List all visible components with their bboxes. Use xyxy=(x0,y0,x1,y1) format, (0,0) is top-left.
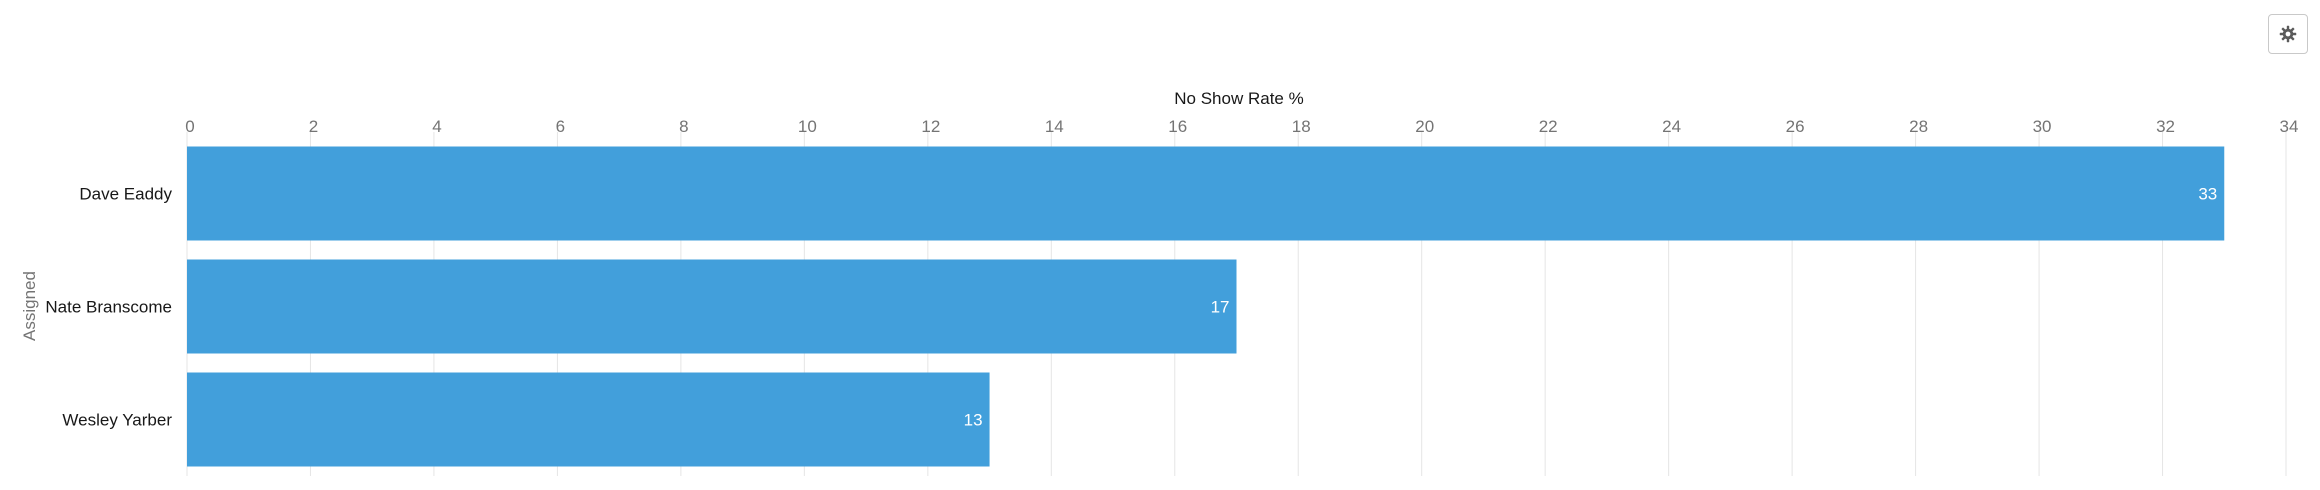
y-category-label: Wesley Yarber xyxy=(62,411,172,430)
data-label: 33 xyxy=(2198,185,2217,204)
settings-button[interactable] xyxy=(2268,14,2308,54)
y-category-label: Nate Branscome xyxy=(45,298,172,317)
x-tick-label: 28 xyxy=(1909,117,1928,136)
x-tick-label: 4 xyxy=(432,117,441,136)
x-axis-title: No Show Rate % xyxy=(1174,89,1303,108)
gear-icon xyxy=(2279,25,2297,43)
x-tick-label: 2 xyxy=(309,117,318,136)
x-tick-label: 32 xyxy=(2156,117,2175,136)
x-tick-label: 24 xyxy=(1662,117,1681,136)
x-tick-label: 6 xyxy=(556,117,565,136)
data-label: 13 xyxy=(964,411,983,430)
bars xyxy=(187,146,2225,467)
data-label: 17 xyxy=(1211,298,1230,317)
x-tick-label: 16 xyxy=(1168,117,1187,136)
bar[interactable] xyxy=(187,146,2225,241)
x-tick-label: 12 xyxy=(921,117,940,136)
bar[interactable] xyxy=(187,372,990,467)
bar[interactable] xyxy=(187,259,1237,354)
x-tick-labels: 0 2 4 6 8 10 12 14 16 18 20 22 24 26 28 30 32 34 xyxy=(185,117,2298,136)
x-tick-label: 34 xyxy=(2280,117,2299,136)
x-tick-label: 20 xyxy=(1415,117,1434,136)
x-tick-label: 10 xyxy=(798,117,817,136)
y-axis-title: Assigned xyxy=(20,271,39,341)
x-tick-label: 18 xyxy=(1292,117,1311,136)
x-tick-label: 22 xyxy=(1539,117,1558,136)
x-tick-label: 0 xyxy=(185,117,194,136)
y-category-label: Dave Eaddy xyxy=(79,185,172,204)
x-tick-label: 26 xyxy=(1786,117,1805,136)
y-category-labels: Dave Eaddy Nate Branscome Wesley Yarber xyxy=(45,185,172,430)
data-labels: 33 17 13 xyxy=(964,185,2218,430)
x-tick-label: 14 xyxy=(1045,117,1064,136)
x-tick-label: 8 xyxy=(679,117,688,136)
x-tick-label: 30 xyxy=(2033,117,2052,136)
